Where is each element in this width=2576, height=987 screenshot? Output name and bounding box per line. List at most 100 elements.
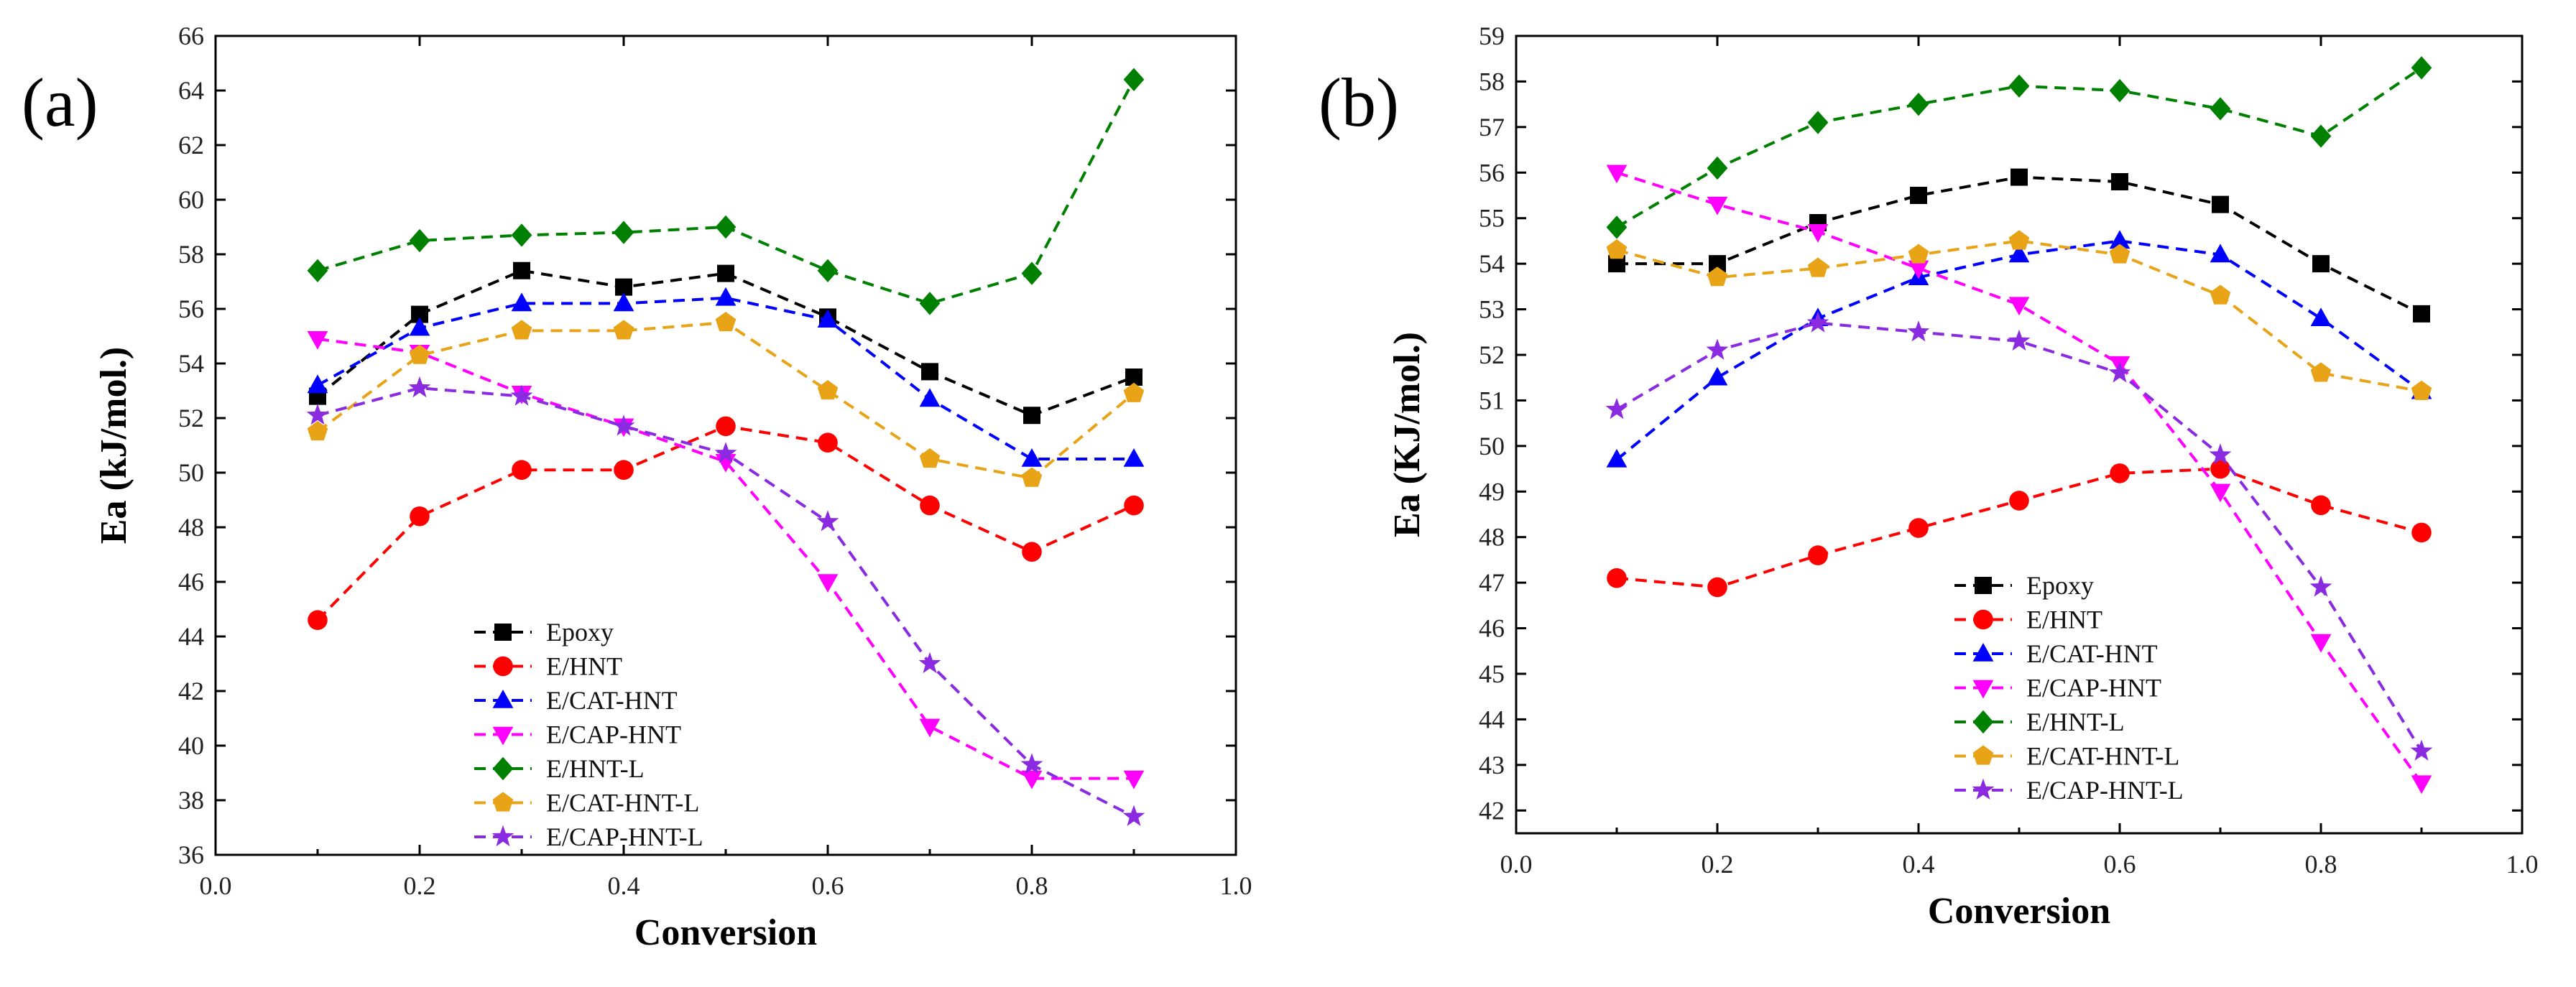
- data-point: [919, 718, 941, 738]
- data-point: [817, 309, 839, 328]
- legend-label: E/CAT-HNT: [2026, 639, 2158, 668]
- data-point: [510, 384, 533, 406]
- legend-marker: [492, 690, 514, 708]
- data-point: [614, 460, 634, 480]
- data-point: [1706, 338, 1729, 360]
- data-point: [410, 506, 430, 527]
- legend-label: Epoxy: [2026, 571, 2094, 600]
- data-point: [2309, 575, 2332, 597]
- legend-item: E/CAP-HNT: [474, 720, 681, 749]
- y-tick-label: 55: [1479, 204, 1505, 233]
- series-e-cap-hnt: [307, 331, 1145, 789]
- x-tick-label: 1.0: [2506, 850, 2539, 879]
- x-axis-title: Conversion: [634, 912, 817, 953]
- x-tick-label: 0.8: [1016, 871, 1048, 900]
- data-point: [2411, 522, 2432, 543]
- data-point: [511, 223, 532, 247]
- data-point: [2011, 168, 2028, 186]
- series-e-cat-hnt: [307, 287, 1145, 467]
- x-tick-label: 0.2: [1702, 850, 1734, 879]
- legend-label: E/HNT: [2026, 606, 2102, 634]
- data-point: [615, 278, 632, 296]
- data-point: [817, 259, 839, 282]
- data-point: [1808, 545, 1828, 565]
- data-point: [307, 259, 328, 282]
- data-point: [307, 421, 328, 441]
- x-tick-label: 0.4: [1903, 850, 1935, 879]
- legend-item: E/CAP-HNT-L: [474, 822, 703, 851]
- series-line: [317, 296, 1134, 460]
- y-tick-label: 56: [178, 295, 204, 323]
- data-point: [1908, 518, 1929, 538]
- legend-label: E/CAT-HNT-L: [546, 789, 699, 817]
- y-tick-label: 46: [1479, 614, 1505, 643]
- data-point: [1123, 382, 1145, 402]
- data-point: [2413, 305, 2430, 323]
- x-tick-label: 0.6: [2104, 850, 2136, 879]
- legend-item: E/CAP-HNT: [1954, 674, 2161, 703]
- legend-item: E/CAP-HNT-L: [1954, 776, 2184, 805]
- y-tick-label: 51: [1479, 386, 1505, 414]
- x-tick-label: 1.0: [1220, 871, 1252, 900]
- x-tick-label: 0.2: [404, 871, 436, 900]
- y-tick-label: 42: [1479, 796, 1505, 825]
- series-epoxy: [309, 261, 1142, 425]
- data-point: [2312, 255, 2330, 273]
- y-tick-label: 59: [1479, 22, 1505, 50]
- data-point: [1907, 320, 1930, 342]
- series-line: [316, 269, 1135, 417]
- legend-marker: [1972, 643, 1994, 662]
- y-tick-label: 36: [178, 840, 204, 869]
- data-point: [1707, 577, 1727, 598]
- data-point: [1807, 111, 1829, 134]
- data-point: [408, 376, 431, 398]
- data-point: [2411, 775, 2432, 794]
- legend-item: E/HNT: [1954, 606, 2102, 634]
- y-tick-label: 66: [178, 22, 204, 50]
- data-point: [1707, 267, 1728, 287]
- series-e-hnt: [308, 416, 1144, 630]
- data-point: [612, 414, 635, 436]
- series-epoxy: [1608, 168, 2430, 323]
- data-point: [715, 312, 737, 332]
- data-point: [2310, 124, 2332, 148]
- data-point: [1908, 244, 1929, 264]
- y-axis-title: Ea (kJ/mol.): [93, 347, 134, 544]
- data-point: [2008, 297, 2030, 316]
- legend-item: E/CAT-HNT: [474, 686, 678, 715]
- data-point: [1607, 568, 1627, 588]
- data-point: [2008, 74, 2030, 98]
- legend-item: E/CAT-HNT: [1954, 639, 2158, 668]
- legend-item: E/CAT-HNT-L: [1954, 742, 2179, 771]
- legend-marker: [1972, 745, 1994, 765]
- data-point: [2111, 172, 2128, 190]
- x-tick-label: 0.0: [1500, 850, 1533, 879]
- data-point: [1023, 407, 1040, 425]
- data-point: [2209, 443, 2232, 465]
- data-point: [613, 320, 634, 340]
- x-tick-label: 0.8: [2305, 850, 2337, 879]
- data-point: [1021, 448, 1043, 467]
- series-e-hnt: [1607, 458, 2432, 598]
- data-point: [2310, 307, 2332, 327]
- data-point: [2210, 244, 2231, 263]
- y-tick-label: 52: [178, 404, 204, 432]
- legend-marker: [1973, 609, 1993, 630]
- legend-label: Epoxy: [546, 618, 614, 647]
- data-point: [715, 215, 737, 239]
- series-e-cap-hnt: [1606, 164, 2432, 794]
- y-tick-label: 48: [178, 513, 204, 542]
- y-tick-label: 45: [1479, 659, 1505, 688]
- data-point: [1123, 770, 1145, 789]
- data-point: [2210, 97, 2231, 121]
- data-point: [1123, 448, 1145, 467]
- data-point: [409, 317, 430, 336]
- data-point: [512, 460, 532, 480]
- data-point: [816, 510, 839, 532]
- legend-marker: [493, 656, 513, 677]
- legend-marker: [492, 756, 514, 781]
- data-point: [1807, 223, 1829, 243]
- x-tick-label: 0.4: [608, 871, 640, 900]
- data-point: [1709, 255, 1726, 273]
- data-point: [2109, 244, 2130, 264]
